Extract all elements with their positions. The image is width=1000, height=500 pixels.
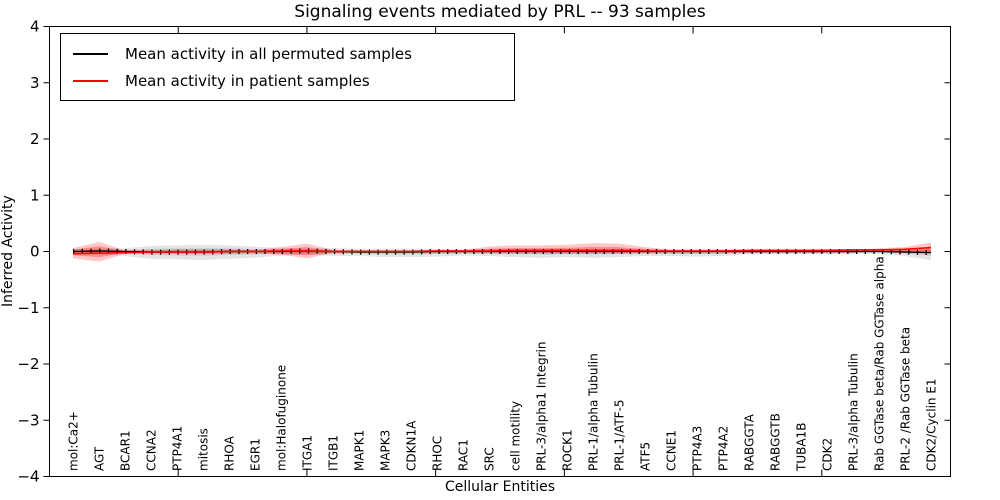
x-tick-label: RHOC	[431, 436, 445, 471]
x-tick-label: RAC1	[457, 439, 471, 471]
x-tick-label: SRC	[483, 447, 497, 471]
y-tick-label: 3	[30, 74, 40, 92]
permuted-band-outer	[73, 244, 931, 261]
x-tick-label: PRL-3/alpha1 Integrin	[535, 342, 549, 472]
y-tick-label: −1	[17, 299, 39, 317]
x-tick-label: CDK2	[821, 438, 835, 471]
x-tick-label: PTP4A3	[691, 426, 705, 471]
x-tick-label: Rab GGTase beta/Rab GGTase alpha	[873, 256, 887, 471]
x-tick-label: CCNA2	[145, 429, 159, 471]
legend-label-permuted: Mean activity in all permuted samples	[125, 44, 412, 63]
x-tick-label: cell motility	[509, 401, 523, 471]
x-tick-label: mol:Ca2+	[67, 411, 81, 471]
x-tick-label: MAPK1	[353, 430, 367, 471]
chart-title: Signaling events mediated by PRL -- 93 s…	[294, 2, 706, 22]
y-tick-label: −2	[17, 355, 39, 373]
x-tick-label: mitosis	[197, 428, 211, 471]
x-tick-label: PRL-2 /Rab GGTase beta	[899, 327, 913, 471]
x-tick-label: AGT	[93, 446, 107, 471]
x-tick-label: RHOA	[223, 435, 237, 471]
x-tick-label: TUBA1B	[795, 423, 809, 472]
x-tick-label: PRL-1/alpha Tubulin	[587, 353, 601, 471]
permuted-line-swatch	[73, 52, 108, 55]
x-tick-label: mol:Halofuginone	[275, 365, 289, 471]
x-tick-label: CDK2/Cyclin E1	[925, 378, 939, 471]
y-tick-label: 0	[30, 243, 40, 261]
y-tick-label: 2	[30, 130, 40, 148]
x-tick-label: ITGB1	[327, 435, 341, 471]
x-tick-label: CCNE1	[665, 430, 679, 471]
y-tick-label: 4	[30, 18, 40, 36]
x-tick-label: EGR1	[249, 438, 263, 471]
patient-mean-line	[72, 246, 932, 255]
x-tick-label: BCAR1	[119, 430, 133, 471]
x-tick-label: RABGGTB	[769, 413, 783, 471]
y-tick-label: −4	[17, 468, 39, 486]
x-tick-label: PRL-1/ATF-5	[613, 399, 627, 471]
x-tick-label: RABGGTA	[743, 413, 757, 471]
patient-line-swatch	[73, 79, 108, 82]
x-tick-label: PTP4A1	[171, 426, 185, 471]
y-tick-label: −3	[17, 411, 39, 429]
x-tick-label: ROCK1	[561, 429, 575, 471]
legend-item-permuted: Mean activity in all permuted samples	[73, 40, 504, 67]
x-tick-label: PRL-3/alpha Tubulin	[847, 353, 861, 471]
x-tick-label: ATF5	[639, 442, 653, 471]
legend: Mean activity in all permuted samples Me…	[60, 33, 515, 101]
x-tick-label: PTP4A2	[717, 426, 731, 471]
x-tick-label: ITGA1	[301, 435, 315, 471]
y-axis-title: Inferred Activity	[0, 195, 16, 307]
y-tick-label: 1	[30, 186, 40, 204]
legend-label-patient: Mean activity in patient samples	[125, 71, 370, 90]
legend-item-patient: Mean activity in patient samples	[73, 67, 504, 94]
x-tick-label: MAPK3	[379, 430, 393, 471]
x-axis-title: Cellular Entities	[444, 479, 556, 495]
x-tick-label: CDKN1A	[405, 420, 419, 471]
